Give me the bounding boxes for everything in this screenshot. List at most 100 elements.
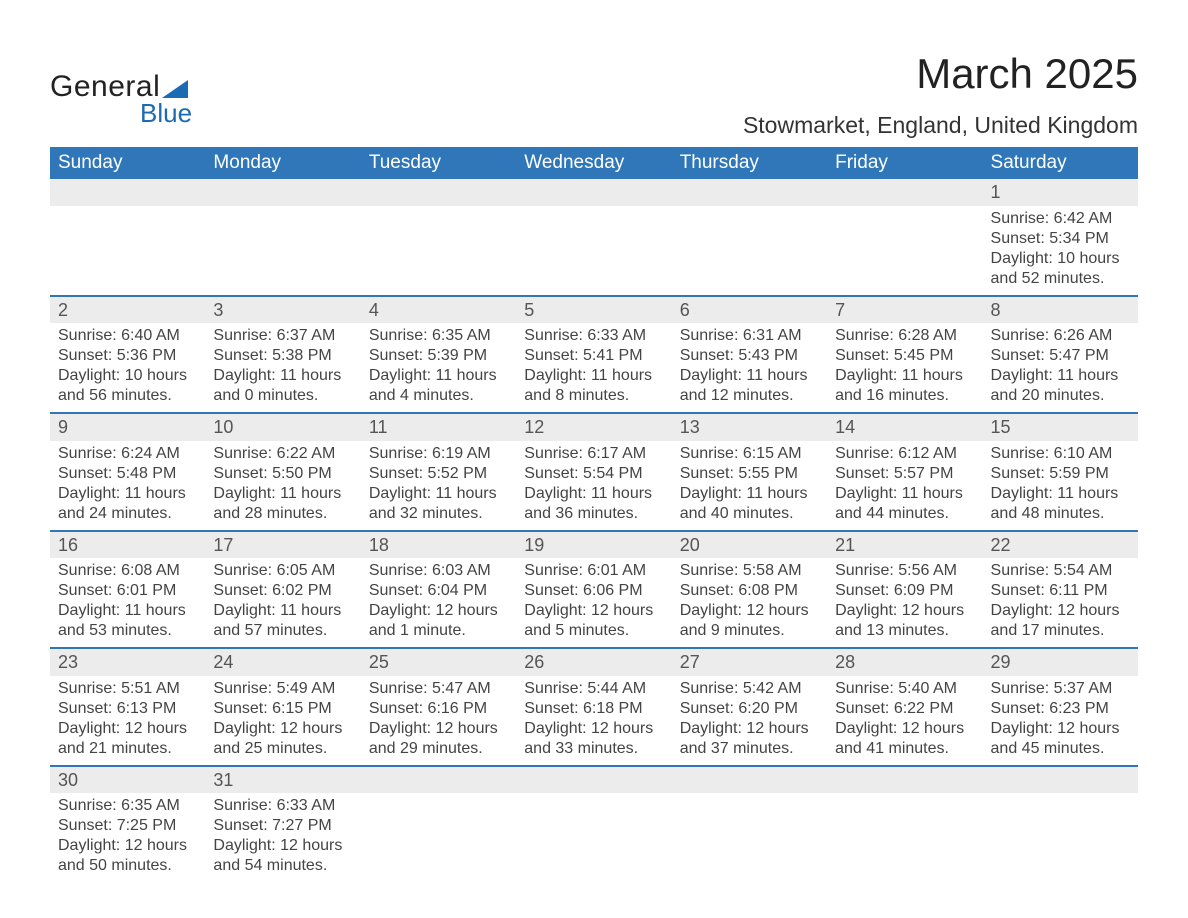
day-d2: and 52 minutes. — [991, 269, 1130, 289]
week-number-row: 16171819202122 — [50, 531, 1138, 559]
day-detail-cell — [516, 206, 671, 296]
day-d2: and 8 minutes. — [524, 386, 663, 406]
day-d2: and 40 minutes. — [680, 504, 819, 524]
day-sunrise: Sunrise: 6:24 AM — [58, 444, 197, 464]
day-detail-cell: Sunrise: 5:49 AMSunset: 6:15 PMDaylight:… — [205, 676, 360, 766]
day-d2: and 24 minutes. — [58, 504, 197, 524]
day-number-cell: 1 — [983, 179, 1138, 206]
day-number-cell: 26 — [516, 648, 671, 676]
day-sunrise: Sunrise: 6:08 AM — [58, 561, 197, 581]
day-sunset: Sunset: 6:22 PM — [835, 699, 974, 719]
day-number-cell: 6 — [672, 296, 827, 324]
day-detail-cell: Sunrise: 5:47 AMSunset: 6:16 PMDaylight:… — [361, 676, 516, 766]
day-detail-cell — [672, 793, 827, 882]
week-number-row: 2345678 — [50, 296, 1138, 324]
day-detail-cell: Sunrise: 6:08 AMSunset: 6:01 PMDaylight:… — [50, 558, 205, 648]
day-d2: and 56 minutes. — [58, 386, 197, 406]
day-sunset: Sunset: 6:20 PM — [680, 699, 819, 719]
day-d1: Daylight: 11 hours — [213, 484, 352, 504]
day-detail-cell: Sunrise: 6:42 AMSunset: 5:34 PMDaylight:… — [983, 206, 1138, 296]
day-detail-cell: Sunrise: 5:54 AMSunset: 6:11 PMDaylight:… — [983, 558, 1138, 648]
day-sunrise: Sunrise: 6:35 AM — [369, 326, 508, 346]
day-d2: and 25 minutes. — [213, 739, 352, 759]
day-number-cell: 18 — [361, 531, 516, 559]
day-d2: and 44 minutes. — [835, 504, 974, 524]
day-number-cell: 30 — [50, 766, 205, 794]
day-sunset: Sunset: 5:52 PM — [369, 464, 508, 484]
day-number-cell: 27 — [672, 648, 827, 676]
day-sunrise: Sunrise: 6:03 AM — [369, 561, 508, 581]
day-d2: and 29 minutes. — [369, 739, 508, 759]
day-number-cell: 4 — [361, 296, 516, 324]
day-number-cell: 11 — [361, 413, 516, 441]
day-sunrise: Sunrise: 6:19 AM — [369, 444, 508, 464]
day-d1: Daylight: 11 hours — [524, 366, 663, 386]
day-header: Monday — [205, 147, 360, 179]
day-d2: and 9 minutes. — [680, 621, 819, 641]
day-d2: and 36 minutes. — [524, 504, 663, 524]
day-sunset: Sunset: 6:09 PM — [835, 581, 974, 601]
day-detail-cell: Sunrise: 5:42 AMSunset: 6:20 PMDaylight:… — [672, 676, 827, 766]
day-detail-cell: Sunrise: 6:37 AMSunset: 5:38 PMDaylight:… — [205, 323, 360, 413]
day-detail-cell: Sunrise: 5:40 AMSunset: 6:22 PMDaylight:… — [827, 676, 982, 766]
day-detail-cell — [361, 206, 516, 296]
day-sunrise: Sunrise: 6:33 AM — [524, 326, 663, 346]
week-number-row: 3031 — [50, 766, 1138, 794]
day-d2: and 4 minutes. — [369, 386, 508, 406]
day-sunset: Sunset: 5:48 PM — [58, 464, 197, 484]
day-sunset: Sunset: 5:36 PM — [58, 346, 197, 366]
day-detail-cell — [827, 206, 982, 296]
day-number-cell: 22 — [983, 531, 1138, 559]
day-d1: Daylight: 11 hours — [680, 366, 819, 386]
day-number-cell: 10 — [205, 413, 360, 441]
day-number-cell: 3 — [205, 296, 360, 324]
day-d1: Daylight: 10 hours — [58, 366, 197, 386]
day-sunrise: Sunrise: 6:22 AM — [213, 444, 352, 464]
day-d2: and 12 minutes. — [680, 386, 819, 406]
day-number-cell: 17 — [205, 531, 360, 559]
day-detail-cell: Sunrise: 6:15 AMSunset: 5:55 PMDaylight:… — [672, 441, 827, 531]
day-d1: Daylight: 12 hours — [991, 719, 1130, 739]
day-sunrise: Sunrise: 5:54 AM — [991, 561, 1130, 581]
week-detail-row: Sunrise: 6:42 AMSunset: 5:34 PMDaylight:… — [50, 206, 1138, 296]
day-sunrise: Sunrise: 6:12 AM — [835, 444, 974, 464]
day-sunset: Sunset: 6:01 PM — [58, 581, 197, 601]
day-number-cell: 9 — [50, 413, 205, 441]
day-detail-cell: Sunrise: 6:26 AMSunset: 5:47 PMDaylight:… — [983, 323, 1138, 413]
day-d1: Daylight: 10 hours — [991, 249, 1130, 269]
day-sunrise: Sunrise: 5:47 AM — [369, 679, 508, 699]
day-sunrise: Sunrise: 6:28 AM — [835, 326, 974, 346]
day-d1: Daylight: 12 hours — [991, 601, 1130, 621]
day-d2: and 41 minutes. — [835, 739, 974, 759]
day-detail-cell: Sunrise: 6:33 AMSunset: 5:41 PMDaylight:… — [516, 323, 671, 413]
day-number-cell — [516, 766, 671, 794]
day-number-cell: 24 — [205, 648, 360, 676]
day-number-cell — [827, 179, 982, 206]
day-detail-cell: Sunrise: 5:44 AMSunset: 6:18 PMDaylight:… — [516, 676, 671, 766]
day-d1: Daylight: 12 hours — [680, 719, 819, 739]
day-number-cell: 29 — [983, 648, 1138, 676]
week-detail-row: Sunrise: 6:40 AMSunset: 5:36 PMDaylight:… — [50, 323, 1138, 413]
day-d2: and 20 minutes. — [991, 386, 1130, 406]
day-detail-cell: Sunrise: 5:56 AMSunset: 6:09 PMDaylight:… — [827, 558, 982, 648]
day-number-cell — [827, 766, 982, 794]
day-sunrise: Sunrise: 6:42 AM — [991, 209, 1130, 229]
week-detail-row: Sunrise: 6:08 AMSunset: 6:01 PM Daylight:… — [50, 558, 1138, 648]
month-title: March 2025 — [743, 50, 1138, 98]
day-number-cell: 8 — [983, 296, 1138, 324]
day-number-cell: 19 — [516, 531, 671, 559]
brand-logo: General Blue — [50, 50, 192, 129]
day-sunrise: Sunrise: 5:58 AM — [680, 561, 819, 581]
day-d1: Daylight: 11 hours — [835, 484, 974, 504]
day-number-cell: 23 — [50, 648, 205, 676]
day-number-cell — [672, 766, 827, 794]
day-d2: and 0 minutes. — [213, 386, 352, 406]
day-sunrise: Sunrise: 5:42 AM — [680, 679, 819, 699]
day-sunset: Sunset: 5:59 PM — [991, 464, 1130, 484]
day-detail-cell: Sunrise: 6:10 AMSunset: 5:59 PMDaylight:… — [983, 441, 1138, 531]
day-d1: Daylight: 11 hours — [524, 484, 663, 504]
day-number-cell: 28 — [827, 648, 982, 676]
day-sunset: Sunset: 6:11 PM — [991, 581, 1130, 601]
day-number-cell: 31 — [205, 766, 360, 794]
day-d2: and 37 minutes. — [680, 739, 819, 759]
